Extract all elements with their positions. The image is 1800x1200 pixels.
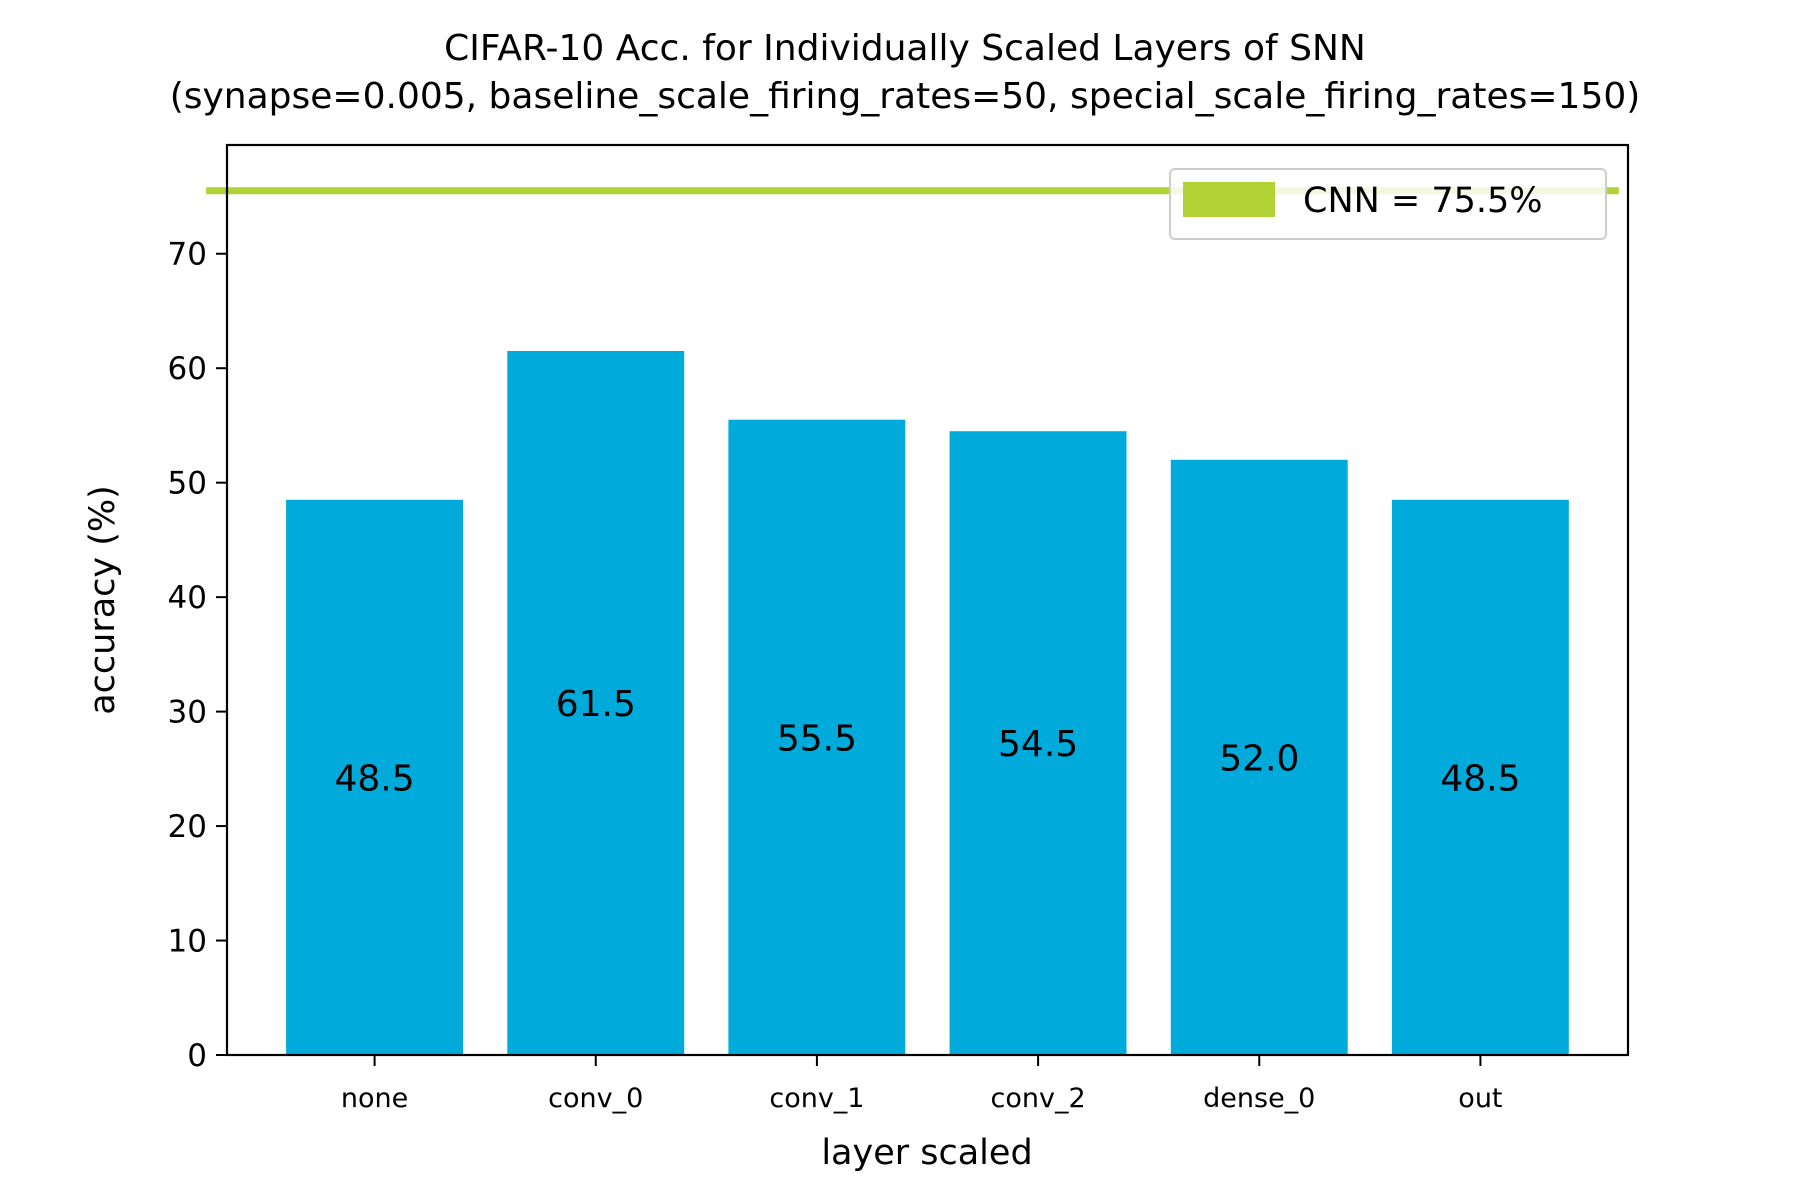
x-tick-label: none — [341, 1083, 408, 1114]
y-tick-label: 0 — [187, 1038, 207, 1074]
bar-none — [286, 499, 463, 1055]
x-axis-ticks: none conv_0 conv_1 conv_2 dense_0 out — [341, 1055, 1503, 1114]
bars-group — [286, 351, 1569, 1055]
bar-conv_1 — [728, 419, 906, 1055]
legend-label: CNN = 75.5% — [1303, 181, 1543, 221]
bar-value-label: 52.0 — [1219, 738, 1299, 779]
x-axis-label: layer scaled — [821, 1133, 1032, 1173]
chart-title: CIFAR-10 Acc. for Individually Scaled La… — [444, 28, 1366, 69]
x-tick-label: conv_1 — [769, 1083, 864, 1114]
chart-subtitle: (synapse=0.005, baseline_scale_firing_ra… — [170, 76, 1641, 117]
bar-conv_2 — [949, 431, 1127, 1055]
y-tick-label: 70 — [168, 237, 207, 273]
y-tick-label: 30 — [168, 695, 207, 731]
y-tick-label: 60 — [168, 351, 207, 387]
bar-conv_0 — [507, 351, 685, 1055]
x-tick-label: dense_0 — [1203, 1083, 1315, 1114]
legend: CNN = 75.5% — [1169, 168, 1607, 240]
x-tick-label: conv_2 — [991, 1083, 1086, 1114]
bar-value-label: 48.5 — [1440, 758, 1520, 799]
legend-swatch — [1183, 182, 1275, 217]
x-tick-label: conv_0 — [548, 1083, 643, 1114]
y-tick-label: 10 — [168, 924, 207, 960]
bar-value-label: 48.5 — [335, 758, 415, 799]
y-axis-ticks: 0 10 20 30 40 50 60 70 — [168, 237, 227, 1074]
legend-box — [1169, 168, 1607, 240]
y-tick-label: 40 — [168, 580, 207, 616]
bar-labels-group: 48.5 61.5 55.5 54.5 52.0 48.5 — [335, 684, 1521, 799]
bar-value-label: 55.5 — [777, 718, 857, 759]
bar-value-label: 61.5 — [556, 684, 636, 725]
bar-value-label: 54.5 — [998, 724, 1078, 765]
y-tick-label: 50 — [168, 466, 207, 502]
y-tick-label: 20 — [168, 809, 207, 845]
x-tick-label: out — [1458, 1083, 1502, 1114]
plot-frame — [225, 143, 1630, 1057]
y-axis-label: accuracy (%) — [83, 485, 123, 715]
bar-dense_0 — [1170, 459, 1348, 1055]
bar-out — [1391, 499, 1569, 1055]
